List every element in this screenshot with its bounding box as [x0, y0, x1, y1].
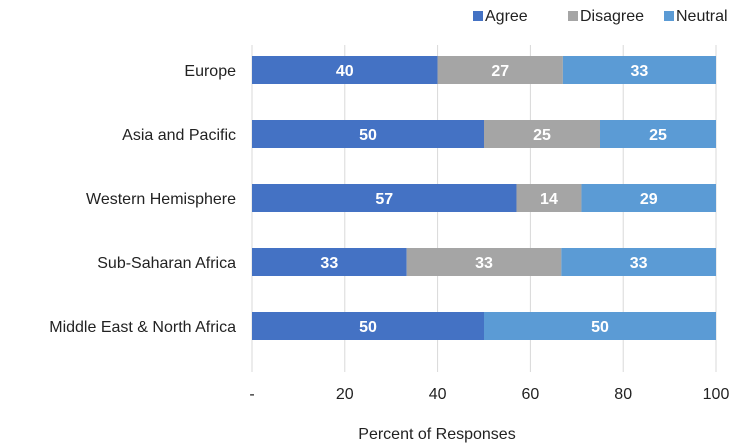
category-label: Sub-Saharan Africa [97, 255, 236, 272]
category-label: Asia and Pacific [122, 127, 236, 144]
bar-segment-agree [252, 184, 517, 212]
legend: Agree Disagree Neutral [473, 8, 728, 25]
bar-segment-disagree [516, 184, 582, 212]
bar-segment-neutral [484, 312, 716, 340]
data-label: 33 [320, 255, 338, 272]
x-tick-labels: - 20 40 60 80 100 [249, 386, 729, 403]
category-label: Western Hemisphere [86, 191, 236, 208]
category-label: Europe [184, 63, 236, 80]
bar-segment-neutral [581, 184, 716, 212]
legend-swatch-disagree [568, 11, 578, 21]
bar-segment-neutral [562, 56, 716, 84]
data-label: 40 [336, 63, 354, 80]
x-tick-label: 80 [614, 386, 632, 403]
bar-segment-agree [252, 312, 484, 340]
category-labels: Europe Asia and Pacific Western Hemisphere… [49, 63, 236, 336]
bar-segment-disagree [484, 120, 600, 148]
legend-label: Disagree [580, 8, 644, 25]
data-label: 25 [649, 127, 667, 144]
data-label: 33 [630, 255, 648, 272]
bar-segment-disagree [406, 248, 562, 276]
bar-segment-neutral [561, 248, 716, 276]
x-tick-label: 40 [429, 386, 447, 403]
data-label: 33 [475, 255, 493, 272]
x-tick-label: 100 [703, 386, 730, 403]
legend-swatch-neutral [664, 11, 674, 21]
data-label: 50 [359, 127, 377, 144]
data-label: 25 [533, 127, 551, 144]
bar-segment-disagree [437, 56, 563, 84]
legend-label: Agree [485, 8, 528, 25]
legend-label: Neutral [676, 8, 728, 25]
data-label: 27 [491, 63, 509, 80]
data-label: 50 [591, 319, 609, 336]
x-tick-label: - [249, 386, 254, 403]
x-tick-label: 20 [336, 386, 354, 403]
category-label: Middle East & North Africa [49, 319, 236, 336]
data-label: 29 [640, 191, 658, 208]
bar-segment-agree [252, 248, 407, 276]
bars: 40 27 33 50 25 25 57 14 29 33 33 33 50 50 [252, 56, 716, 340]
bar-segment-neutral [600, 120, 716, 148]
bar-segment-agree [252, 56, 438, 84]
legend-swatch-agree [473, 11, 483, 21]
bar-segment-agree [252, 120, 484, 148]
x-tick-label: 60 [522, 386, 540, 403]
data-label: 14 [540, 191, 558, 208]
x-axis-title: Percent of Responses [358, 426, 515, 443]
data-label: 33 [631, 63, 649, 80]
data-label: 50 [359, 319, 377, 336]
data-label: 57 [375, 191, 393, 208]
